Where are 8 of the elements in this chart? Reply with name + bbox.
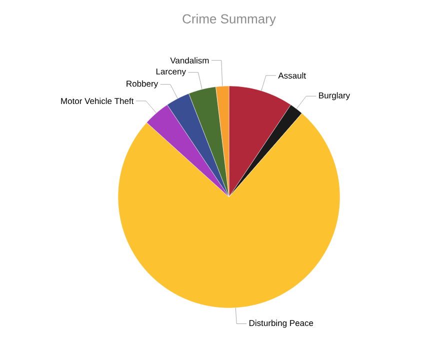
slice-label: Robbery [126,80,158,88]
slice-label: Assault [278,72,306,79]
slice-label: Larceny [156,68,186,76]
slice-label: Burglary [319,92,350,100]
slice-label: Disturbing Peace [249,320,314,328]
chart-title: Crime Summary [182,14,276,26]
slice-label: Motor Vehicle Theft [61,98,134,104]
slice-label: Vandalism [170,57,209,64]
